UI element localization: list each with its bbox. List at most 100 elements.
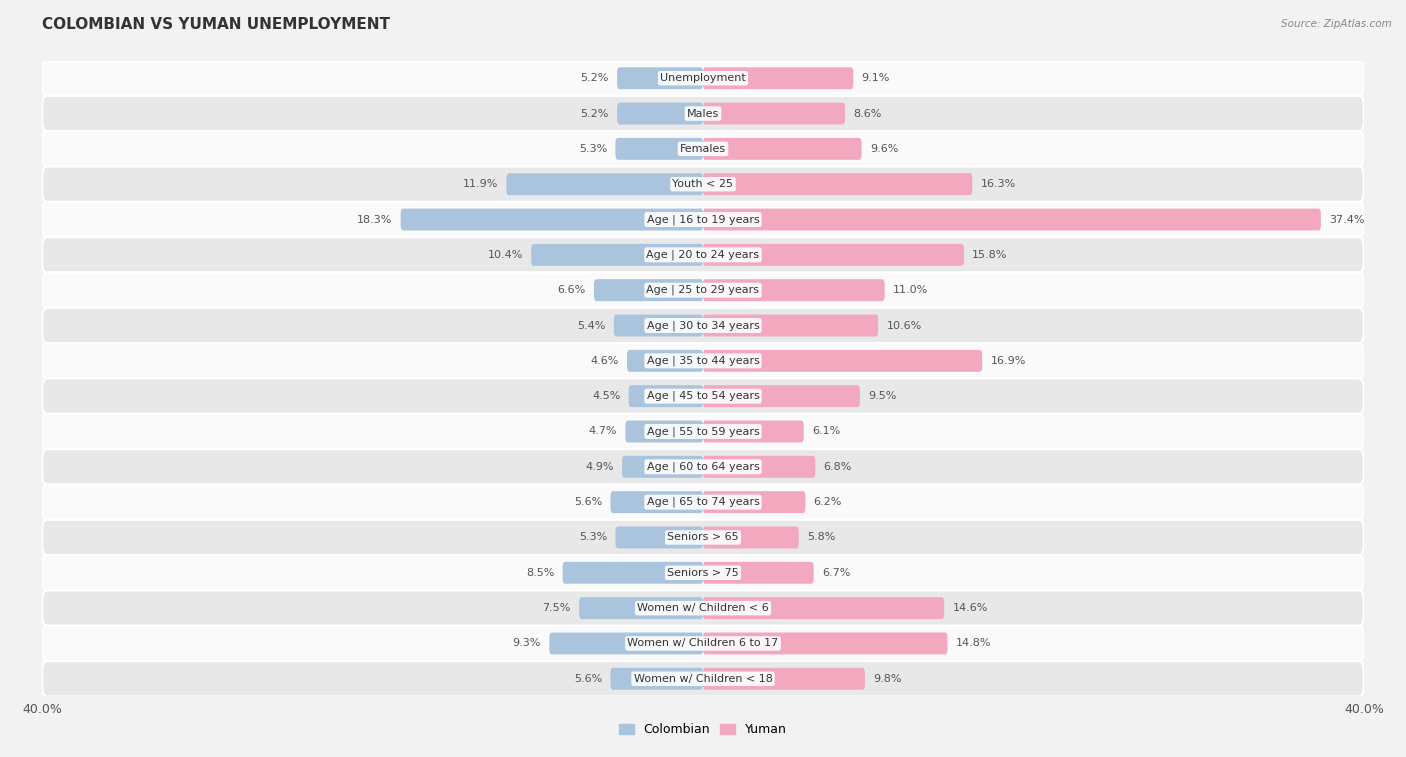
FancyBboxPatch shape xyxy=(42,273,1364,308)
FancyBboxPatch shape xyxy=(703,562,814,584)
Text: Age | 65 to 74 years: Age | 65 to 74 years xyxy=(647,497,759,507)
FancyBboxPatch shape xyxy=(550,633,703,654)
Text: 14.6%: 14.6% xyxy=(952,603,988,613)
FancyBboxPatch shape xyxy=(703,138,862,160)
Text: Youth < 25: Youth < 25 xyxy=(672,179,734,189)
Text: 4.5%: 4.5% xyxy=(592,391,620,401)
Text: Age | 25 to 29 years: Age | 25 to 29 years xyxy=(647,285,759,295)
Text: 6.2%: 6.2% xyxy=(814,497,842,507)
Text: 7.5%: 7.5% xyxy=(543,603,571,613)
FancyBboxPatch shape xyxy=(621,456,703,478)
FancyBboxPatch shape xyxy=(42,555,1364,590)
Text: 9.3%: 9.3% xyxy=(513,638,541,649)
FancyBboxPatch shape xyxy=(703,385,860,407)
Text: Age | 20 to 24 years: Age | 20 to 24 years xyxy=(647,250,759,260)
FancyBboxPatch shape xyxy=(703,315,879,336)
FancyBboxPatch shape xyxy=(703,279,884,301)
FancyBboxPatch shape xyxy=(42,378,1364,414)
Text: 6.8%: 6.8% xyxy=(824,462,852,472)
Text: 5.2%: 5.2% xyxy=(581,108,609,119)
Text: 4.9%: 4.9% xyxy=(585,462,614,472)
Text: 11.0%: 11.0% xyxy=(893,285,928,295)
Text: 5.6%: 5.6% xyxy=(574,497,602,507)
FancyBboxPatch shape xyxy=(627,350,703,372)
Text: 5.8%: 5.8% xyxy=(807,532,835,543)
FancyBboxPatch shape xyxy=(703,456,815,478)
Legend: Colombian, Yuman: Colombian, Yuman xyxy=(614,718,792,741)
FancyBboxPatch shape xyxy=(610,491,703,513)
Text: Women w/ Children < 18: Women w/ Children < 18 xyxy=(634,674,772,684)
Text: 9.6%: 9.6% xyxy=(870,144,898,154)
FancyBboxPatch shape xyxy=(42,661,1364,696)
FancyBboxPatch shape xyxy=(42,484,1364,520)
Text: 9.5%: 9.5% xyxy=(868,391,897,401)
Text: 6.6%: 6.6% xyxy=(557,285,586,295)
FancyBboxPatch shape xyxy=(703,103,845,124)
Text: 6.7%: 6.7% xyxy=(823,568,851,578)
FancyBboxPatch shape xyxy=(703,597,945,619)
Text: 37.4%: 37.4% xyxy=(1329,214,1365,225)
Text: Age | 16 to 19 years: Age | 16 to 19 years xyxy=(647,214,759,225)
FancyBboxPatch shape xyxy=(616,527,703,548)
FancyBboxPatch shape xyxy=(401,209,703,230)
FancyBboxPatch shape xyxy=(703,67,853,89)
Text: Seniors > 65: Seniors > 65 xyxy=(668,532,738,543)
Text: COLOMBIAN VS YUMAN UNEMPLOYMENT: COLOMBIAN VS YUMAN UNEMPLOYMENT xyxy=(42,17,391,33)
Text: 5.3%: 5.3% xyxy=(579,144,607,154)
FancyBboxPatch shape xyxy=(610,668,703,690)
Text: Females: Females xyxy=(681,144,725,154)
FancyBboxPatch shape xyxy=(703,209,1320,230)
FancyBboxPatch shape xyxy=(703,527,799,548)
FancyBboxPatch shape xyxy=(614,315,703,336)
Text: 9.8%: 9.8% xyxy=(873,674,901,684)
Text: Age | 45 to 54 years: Age | 45 to 54 years xyxy=(647,391,759,401)
FancyBboxPatch shape xyxy=(42,520,1364,555)
FancyBboxPatch shape xyxy=(42,237,1364,273)
Text: Age | 60 to 64 years: Age | 60 to 64 years xyxy=(647,462,759,472)
Text: Males: Males xyxy=(688,108,718,119)
Text: 5.6%: 5.6% xyxy=(574,674,602,684)
FancyBboxPatch shape xyxy=(42,343,1364,378)
Text: 8.5%: 8.5% xyxy=(526,568,554,578)
FancyBboxPatch shape xyxy=(506,173,703,195)
Text: Age | 35 to 44 years: Age | 35 to 44 years xyxy=(647,356,759,366)
Text: 9.1%: 9.1% xyxy=(862,73,890,83)
FancyBboxPatch shape xyxy=(593,279,703,301)
Text: 10.6%: 10.6% xyxy=(886,320,921,331)
FancyBboxPatch shape xyxy=(42,131,1364,167)
FancyBboxPatch shape xyxy=(42,61,1364,96)
Text: 5.2%: 5.2% xyxy=(581,73,609,83)
FancyBboxPatch shape xyxy=(703,633,948,654)
Text: 11.9%: 11.9% xyxy=(463,179,498,189)
Text: 5.3%: 5.3% xyxy=(579,532,607,543)
Text: Age | 30 to 34 years: Age | 30 to 34 years xyxy=(647,320,759,331)
Text: 10.4%: 10.4% xyxy=(488,250,523,260)
FancyBboxPatch shape xyxy=(42,626,1364,661)
FancyBboxPatch shape xyxy=(42,167,1364,202)
Text: 4.7%: 4.7% xyxy=(589,426,617,437)
FancyBboxPatch shape xyxy=(628,385,703,407)
Text: 14.8%: 14.8% xyxy=(956,638,991,649)
Text: 4.6%: 4.6% xyxy=(591,356,619,366)
FancyBboxPatch shape xyxy=(616,138,703,160)
FancyBboxPatch shape xyxy=(562,562,703,584)
Text: 8.6%: 8.6% xyxy=(853,108,882,119)
Text: Unemployment: Unemployment xyxy=(661,73,745,83)
FancyBboxPatch shape xyxy=(626,421,703,442)
Text: Seniors > 75: Seniors > 75 xyxy=(666,568,740,578)
Text: Women w/ Children < 6: Women w/ Children < 6 xyxy=(637,603,769,613)
FancyBboxPatch shape xyxy=(703,668,865,690)
FancyBboxPatch shape xyxy=(42,96,1364,131)
Text: Women w/ Children 6 to 17: Women w/ Children 6 to 17 xyxy=(627,638,779,649)
FancyBboxPatch shape xyxy=(703,244,965,266)
FancyBboxPatch shape xyxy=(703,421,804,442)
FancyBboxPatch shape xyxy=(42,308,1364,343)
FancyBboxPatch shape xyxy=(531,244,703,266)
Text: 15.8%: 15.8% xyxy=(973,250,1008,260)
FancyBboxPatch shape xyxy=(703,491,806,513)
Text: 16.3%: 16.3% xyxy=(980,179,1015,189)
Text: 5.4%: 5.4% xyxy=(576,320,606,331)
FancyBboxPatch shape xyxy=(579,597,703,619)
FancyBboxPatch shape xyxy=(617,67,703,89)
FancyBboxPatch shape xyxy=(703,173,973,195)
